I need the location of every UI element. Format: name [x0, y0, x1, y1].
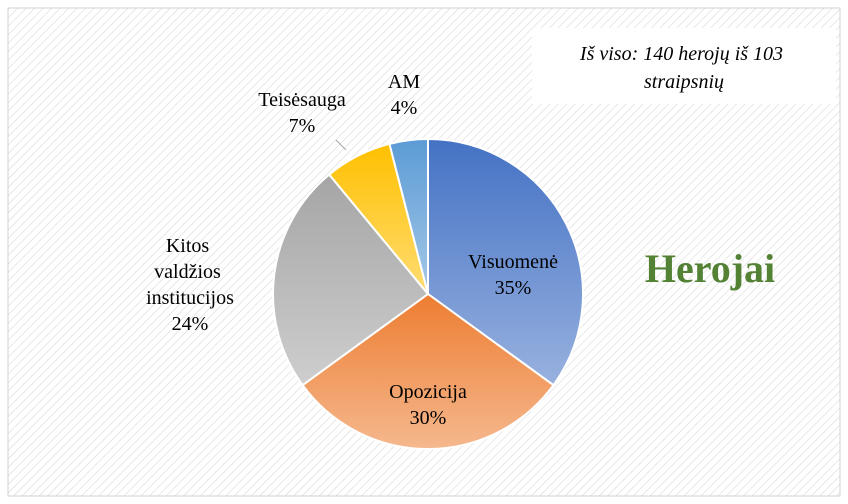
value-label: 24% — [172, 313, 209, 335]
category-label: Opozicija — [389, 381, 467, 403]
category-label: AM — [388, 71, 420, 93]
value-label: 30% — [410, 407, 447, 429]
pie-slice — [427, 137, 584, 387]
annotation-box — [532, 28, 836, 104]
leader-line — [335, 139, 347, 151]
pie-slice — [388, 137, 429, 295]
category-label: Visuomenė — [468, 251, 558, 273]
value-label: 35% — [495, 277, 532, 299]
category-label: Teisėsauga — [258, 89, 346, 111]
chart-title: Herojai — [645, 246, 775, 291]
category-label: Kitos valdžios institucijos — [146, 235, 234, 309]
annotation: Iš viso: 140 herojų iš 103 straipsnių — [579, 43, 788, 93]
value-label: 4% — [391, 97, 418, 119]
value-label: 7% — [289, 115, 316, 137]
pie-slice — [301, 292, 555, 450]
pie-slice — [272, 173, 430, 387]
